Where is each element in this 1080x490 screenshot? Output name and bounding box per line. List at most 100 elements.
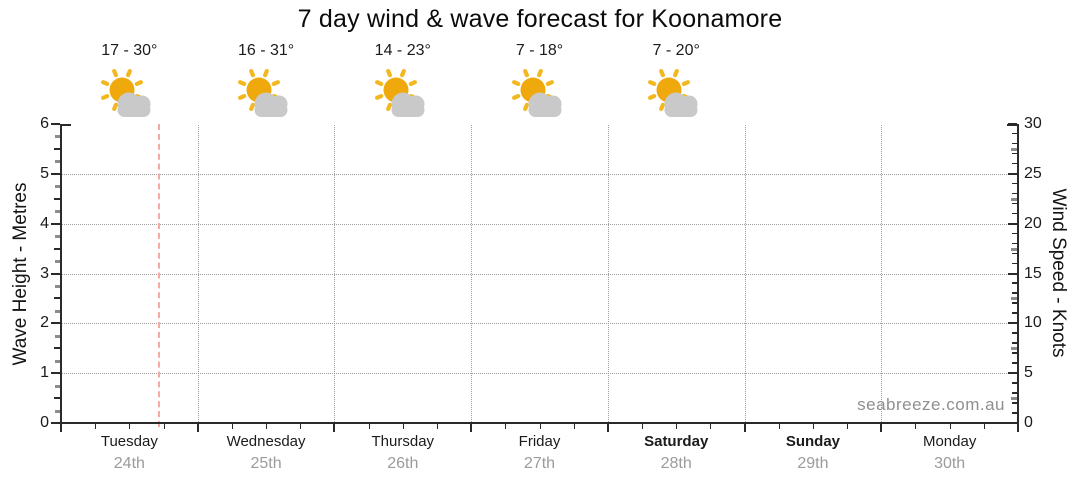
horizontal-gridline [62, 223, 1017, 225]
x-axis-minor-tick [983, 424, 985, 429]
x-axis-major-tick [196, 424, 199, 432]
horizontal-gridline [62, 173, 1017, 175]
day-date-label: 24th [113, 455, 145, 472]
sun-behind-cloud-icon [642, 68, 706, 121]
left-axis-minor-tick [55, 185, 60, 189]
x-axis-minor-tick [710, 424, 712, 429]
right-axis-major-tick [1008, 322, 1017, 325]
sun-behind-cloud-icon [369, 68, 433, 121]
x-axis-minor-tick [266, 424, 268, 429]
x-axis-major-tick [470, 424, 473, 432]
day-name-label: Wednesday [226, 433, 306, 450]
right-axis-minor-tick [1012, 282, 1017, 284]
x-axis-minor-tick [368, 424, 370, 429]
left-axis-minor-tick [55, 309, 60, 313]
right-axis-minor-tick [1012, 212, 1017, 215]
right-axis-minor-tick [1012, 202, 1017, 205]
right-axis-minor-tick [1012, 262, 1017, 265]
left-axis-mid-tick [54, 197, 60, 200]
x-axis-minor-tick [163, 424, 165, 429]
right-axis-major-tick [1008, 422, 1017, 424]
right-axis-tick-label: 25 [1024, 164, 1042, 182]
right-axis-minor-tick [1012, 342, 1017, 344]
day-temp-range: 7 - 20° [652, 42, 700, 59]
left-axis-mid-tick [54, 397, 60, 400]
right-axis-major-tick [1008, 222, 1017, 225]
right-axis-major-tick [1008, 172, 1017, 175]
left-axis-minor-tick [55, 235, 60, 239]
x-axis-minor-tick [676, 424, 678, 429]
day-name-label: Saturday [644, 433, 709, 450]
right-axis-minor-tick [1012, 182, 1017, 185]
x-axis-major-tick [333, 424, 336, 432]
x-axis-major-tick [880, 424, 883, 432]
left-axis-tick-label: 2 [40, 314, 49, 332]
day-date-label: 30th [934, 455, 966, 472]
right-axis-half-tick [1011, 147, 1017, 151]
day-name-label: Sunday [785, 433, 841, 450]
x-axis-major-tick [606, 424, 609, 432]
right-axis-half-tick [1011, 397, 1017, 401]
right-axis-major-tick [1008, 123, 1017, 125]
left-axis-minor-tick [55, 210, 60, 214]
day-name-label: Thursday [371, 433, 435, 450]
vertical-gridline [607, 125, 609, 422]
left-axis-minor-tick [55, 359, 60, 363]
x-axis-minor-tick [402, 424, 404, 429]
left-axis-minor-tick [55, 260, 60, 264]
right-axis-minor-tick [1012, 402, 1017, 404]
left-axis-minor-tick [55, 284, 60, 288]
x-axis-major-tick [1017, 424, 1019, 432]
right-axis-minor-tick [1012, 362, 1017, 364]
right-axis-tick-label: 20 [1024, 214, 1042, 232]
x-axis-minor-tick [129, 424, 131, 429]
left-axis-mid-tick [54, 247, 60, 250]
x-axis-minor-tick [778, 424, 780, 429]
day-name-label: Friday [518, 433, 561, 450]
horizontal-gridline [62, 323, 1017, 325]
left-axis-mid-tick [54, 147, 60, 150]
left-axis-top-cap [61, 124, 71, 126]
x-axis-minor-tick [300, 424, 302, 429]
right-axis-minor-tick [1012, 162, 1017, 165]
right-axis-minor-tick [1012, 252, 1017, 255]
day-name-label: Monday [922, 433, 977, 450]
right-axis-minor-tick [1012, 302, 1017, 304]
x-axis-minor-tick [642, 424, 644, 429]
right-axis-minor-tick [1012, 192, 1017, 195]
x-axis-minor-tick [539, 424, 541, 429]
day-temp-range: 17 - 30° [101, 42, 158, 59]
left-axis-mid-tick [54, 347, 60, 350]
day-date-label: 29th [797, 455, 829, 472]
sun-behind-cloud-icon [232, 68, 296, 121]
x-axis-minor-tick [505, 424, 507, 429]
right-axis-major-tick [1008, 372, 1017, 375]
right-axis-minor-tick [1012, 232, 1017, 235]
x-axis-major-tick [743, 424, 746, 432]
right-axis-half-tick [1011, 347, 1017, 351]
chart-title: 7 day wind & wave forecast for Koonamore [297, 5, 783, 33]
left-axis-major-tick [51, 123, 60, 125]
x-axis-major-tick [60, 424, 62, 432]
left-axis-minor-tick [55, 135, 60, 139]
vertical-gridline [471, 125, 473, 422]
left-axis-major-tick [51, 222, 60, 225]
right-axis-minor-tick [1012, 392, 1017, 394]
right-axis-tick-label: 5 [1024, 364, 1033, 382]
vertical-gridline [334, 125, 336, 422]
left-axis-mid-tick [54, 297, 60, 300]
day-temp-range: 16 - 31° [237, 42, 295, 59]
right-axis-minor-tick [1012, 142, 1017, 145]
left-axis-major-tick [51, 322, 60, 325]
left-axis-tick-label: 6 [40, 115, 49, 132]
left-axis-major-tick [51, 422, 60, 424]
vertical-gridline [881, 125, 883, 422]
x-axis-minor-tick [231, 424, 233, 429]
right-axis-top-cap [1007, 124, 1017, 126]
x-axis-minor-tick [95, 424, 97, 429]
seabreeze-watermark: seabreeze.com.au [857, 395, 1005, 414]
day-name-label: Tuesday [100, 433, 158, 450]
sun-behind-cloud-icon [506, 68, 570, 121]
right-axis-major-tick [1008, 272, 1017, 275]
